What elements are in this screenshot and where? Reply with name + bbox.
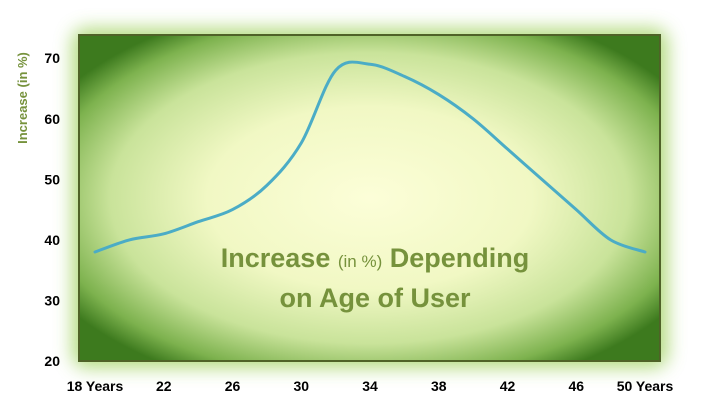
x-tick-label: 22: [156, 378, 172, 394]
x-tick-label: 38: [431, 378, 447, 394]
y-tick-label: 70: [44, 50, 60, 66]
x-tick-label: 30: [293, 378, 309, 394]
chart-title: Increase (in %) Depending on Age of User: [200, 240, 550, 316]
y-tick-label: 50: [44, 171, 60, 187]
y-tick-label: 40: [44, 232, 60, 248]
x-axis-ticks: 18 Years 22 26 30 34 38 42 46 50 Years: [67, 378, 674, 394]
y-tick-label: 20: [44, 353, 60, 369]
series-layer: [93, 60, 647, 254]
title-part-3: Depending: [382, 243, 530, 273]
y-tick-label: 60: [44, 111, 60, 127]
x-tick-label: 50 Years: [617, 378, 674, 394]
x-tick-label: 34: [362, 378, 378, 394]
x-tick-label: 26: [225, 378, 241, 394]
title-part-4: on Age of User: [279, 283, 471, 313]
title-part-1: Increase: [220, 243, 338, 273]
x-tick-label: 42: [500, 378, 516, 394]
y-axis-label: Increase (in %): [15, 52, 30, 144]
y-tick-label: 30: [44, 292, 60, 308]
y-axis-ticks: 20 30 40 50 60 70: [44, 50, 60, 369]
x-tick-label: 46: [568, 378, 584, 394]
title-part-2: (in %): [337, 252, 383, 271]
series-line: [93, 60, 647, 254]
x-tick-label: 18 Years: [67, 378, 124, 394]
